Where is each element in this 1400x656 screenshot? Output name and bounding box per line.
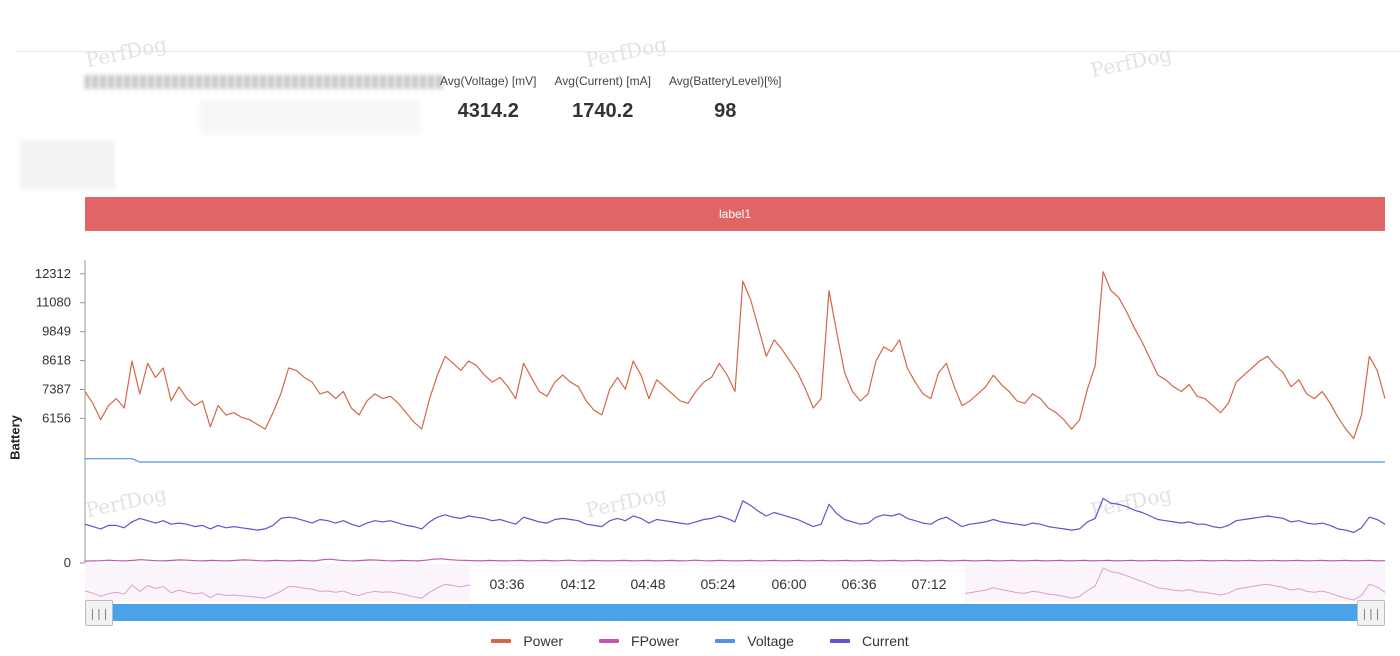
y-tick-label: 9849 [42,324,71,339]
y-tick-label: 12312 [35,266,71,281]
legend-swatch [715,639,736,643]
redacted-name [85,75,445,89]
stat-value: 1740.2 [572,100,634,122]
legend-label: FPower [631,633,680,649]
series-line-fpower[interactable] [84,558,1386,562]
series-line-voltage[interactable] [85,458,1385,463]
stat-value: 98 [714,100,737,122]
series-line-current[interactable] [84,497,1386,534]
legend-swatch [599,639,620,643]
watermark: PerfDog [1088,41,1174,83]
x-tick-label: 07:12 [911,576,946,592]
redacted-block [200,100,420,134]
x-tick-label: 05:24 [700,576,735,592]
y-tick-label: 0 [64,555,71,570]
x-tick-label: 04:12 [560,576,595,592]
zoom-range-bar[interactable] [85,604,1385,621]
summary-stats: Avg(Voltage) [mV] 4314.2 Avg(Current) [m… [440,74,799,123]
legend-item-power[interactable]: Power [491,633,563,649]
legend-item-voltage[interactable]: Voltage [715,633,794,649]
zoom-handle-right[interactable]: ||| [1357,600,1385,626]
y-tick-label: 11080 [36,295,71,310]
zoom-handle-left[interactable]: ||| [85,600,113,626]
chart-legend: Power FPower Voltage Current [0,633,1400,649]
y-tick-label: 8618 [42,353,71,368]
x-tick-label: 03:36 [489,576,524,592]
redacted-block [20,140,115,190]
stat-value: 4314.2 [457,100,519,122]
battery-chart[interactable]: 0 6156 7387 8618 9849 11080 12312 03:36 04:12 04… [0,240,1400,640]
stat-label: Avg(BatteryLevel)[%] [668,74,782,88]
legend-item-current[interactable]: Current [829,633,909,649]
series-line-power[interactable] [84,271,1386,440]
stat-label: Avg(Voltage) [mV] [440,74,537,88]
stat-avg-current: Avg(Current) [mA] 1740.2 [555,74,651,123]
top-divider [15,51,1400,52]
stat-avg-battery-level: Avg(BatteryLevel)[%] 98 [669,74,782,123]
label-bar[interactable]: label1 [85,197,1385,231]
stat-avg-voltage: Avg(Voltage) [mV] 4314.2 [440,74,537,123]
watermark: PerfDog [83,31,169,73]
legend-label: Voltage [747,633,794,649]
legend-item-fpower[interactable]: FPower [599,633,679,649]
legend-swatch [829,639,850,643]
legend-label: Power [523,633,564,649]
x-tick-label: 06:00 [771,576,806,592]
y-tick-label: 6156 [42,410,71,425]
stat-label: Avg(Current) [mA] [554,74,651,88]
x-tick-band [470,566,965,602]
x-tick-label: 06:36 [841,576,876,592]
legend-label: Current [861,633,909,649]
watermark: PerfDog [583,31,669,73]
y-tick-label: 7387 [42,381,71,396]
x-tick-label: 04:48 [630,576,665,592]
legend-swatch [491,639,512,643]
